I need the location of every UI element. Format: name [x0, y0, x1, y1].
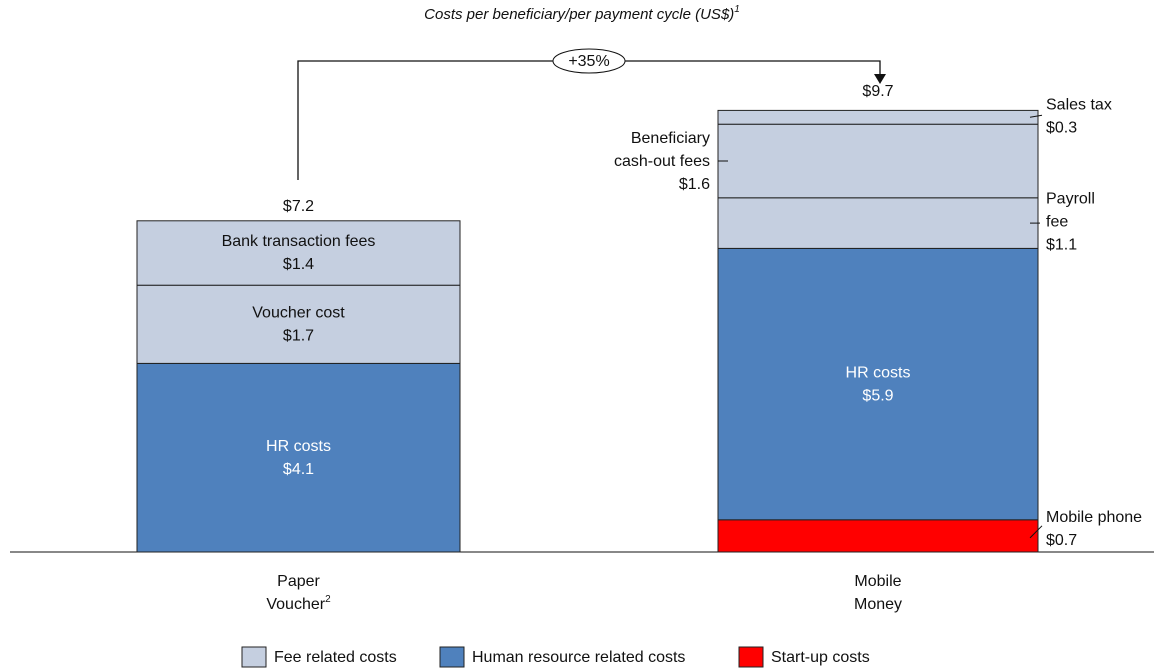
- arrow-head: [874, 74, 886, 84]
- annotation: +35%: [568, 53, 609, 70]
- bar-segment: [136, 284, 461, 364]
- bar-segment: [717, 519, 1039, 553]
- segment-label: Payroll: [1046, 190, 1095, 207]
- category-note: 2: [325, 594, 331, 605]
- category-text: Mobile: [854, 573, 901, 590]
- legend-label: Fee related costs: [274, 649, 397, 666]
- legend-label: Human resource related costs: [472, 649, 685, 666]
- segment-label: Beneficiary: [631, 130, 710, 147]
- value-label: $1.7: [283, 328, 314, 345]
- segment-label: Sales tax: [1046, 97, 1112, 114]
- category-text: Money: [854, 596, 902, 613]
- bar-segment: [136, 220, 461, 286]
- category-label: Money: [854, 596, 902, 613]
- category-label: Voucher2: [266, 594, 331, 614]
- segment-label: Bank transaction fees: [222, 233, 376, 250]
- segment-label: Voucher cost: [252, 305, 345, 322]
- total-label: $7.2: [283, 198, 314, 215]
- value-label: $0.3: [1046, 120, 1077, 137]
- bar-segment: [717, 109, 1039, 125]
- category-text: Paper: [277, 573, 320, 590]
- value-label: $1.6: [679, 176, 710, 193]
- bar-segment: [136, 362, 461, 553]
- value-label: $1.1: [1046, 236, 1077, 253]
- annotation-bubble: [552, 48, 626, 74]
- total-label: $9.7: [862, 83, 893, 100]
- category-text: Voucher: [266, 596, 325, 613]
- segment-label: Mobile phone: [1046, 509, 1142, 526]
- legend-label: Start-up costs: [771, 649, 870, 666]
- category-label: Mobile: [854, 573, 901, 590]
- value-label: $0.7: [1046, 532, 1077, 549]
- bar-segment: [717, 197, 1039, 249]
- leader-line: [1029, 114, 1043, 118]
- segment-label: HR costs: [846, 364, 911, 381]
- category-label: Paper: [277, 573, 320, 590]
- segment-label: HR costs: [266, 438, 331, 455]
- title-text: Costs per beneficiary/per payment cycle …: [424, 6, 734, 23]
- bar-segment: [717, 247, 1039, 521]
- segment-label: cash-out fees: [614, 153, 710, 170]
- segment-label: fee: [1046, 213, 1068, 230]
- title-note: 1: [734, 4, 740, 15]
- legend-swatch: [738, 646, 764, 668]
- value-label: $5.9: [862, 387, 893, 404]
- value-label: $4.1: [283, 461, 314, 478]
- legend-swatch: [241, 646, 267, 668]
- legend-swatch: [439, 646, 465, 668]
- bar-segment: [717, 123, 1039, 199]
- chart-title: Costs per beneficiary/per payment cycle …: [424, 4, 740, 23]
- value-label: $1.4: [283, 256, 314, 273]
- leader-line: [1029, 525, 1043, 539]
